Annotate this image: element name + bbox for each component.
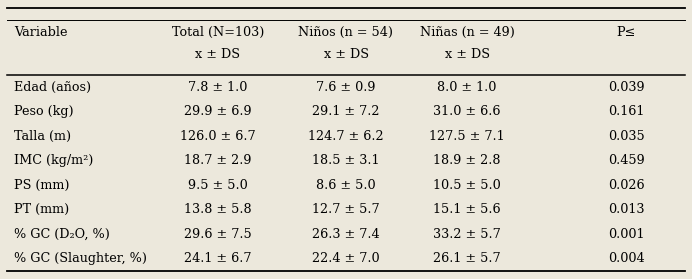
Text: 10.5 ± 5.0: 10.5 ± 5.0 <box>433 179 501 192</box>
Text: Niñas (n = 49): Niñas (n = 49) <box>419 26 515 39</box>
Text: PT (mm): PT (mm) <box>14 203 69 216</box>
Text: 26.3 ± 7.4: 26.3 ± 7.4 <box>312 227 380 240</box>
Text: Variable: Variable <box>14 26 67 39</box>
Text: 29.9 ± 6.9: 29.9 ± 6.9 <box>184 105 252 119</box>
Text: x ± DS: x ± DS <box>323 48 369 61</box>
Text: IMC (kg/m²): IMC (kg/m²) <box>14 154 93 167</box>
Text: P≤: P≤ <box>617 26 636 39</box>
Text: 0.161: 0.161 <box>608 105 644 119</box>
Text: 0.001: 0.001 <box>608 227 644 240</box>
Text: 0.039: 0.039 <box>608 81 644 94</box>
Text: 124.7 ± 6.2: 124.7 ± 6.2 <box>308 130 384 143</box>
Text: 18.9 ± 2.8: 18.9 ± 2.8 <box>433 154 501 167</box>
Text: 0.013: 0.013 <box>608 203 644 216</box>
Text: x ± DS: x ± DS <box>195 48 241 61</box>
Text: 7.8 ± 1.0: 7.8 ± 1.0 <box>188 81 248 94</box>
Text: 0.459: 0.459 <box>608 154 645 167</box>
Text: 31.0 ± 6.6: 31.0 ± 6.6 <box>433 105 501 119</box>
Text: x ± DS: x ± DS <box>444 48 490 61</box>
Text: 29.1 ± 7.2: 29.1 ± 7.2 <box>312 105 380 119</box>
Text: 18.5 ± 3.1: 18.5 ± 3.1 <box>312 154 380 167</box>
Text: 29.6 ± 7.5: 29.6 ± 7.5 <box>184 227 252 240</box>
Text: % GC (Slaughter, %): % GC (Slaughter, %) <box>14 252 147 265</box>
Text: 18.7 ± 2.9: 18.7 ± 2.9 <box>184 154 252 167</box>
Text: % GC (D₂O, %): % GC (D₂O, %) <box>14 227 110 240</box>
Text: Talla (m): Talla (m) <box>14 130 71 143</box>
Text: 15.1 ± 5.6: 15.1 ± 5.6 <box>433 203 501 216</box>
Text: 13.8 ± 5.8: 13.8 ± 5.8 <box>184 203 252 216</box>
Text: 22.4 ± 7.0: 22.4 ± 7.0 <box>312 252 380 265</box>
Text: 0.035: 0.035 <box>608 130 645 143</box>
Text: Total (N=103): Total (N=103) <box>172 26 264 39</box>
Text: 127.5 ± 7.1: 127.5 ± 7.1 <box>429 130 505 143</box>
Text: 26.1 ± 5.7: 26.1 ± 5.7 <box>433 252 501 265</box>
Text: 24.1 ± 6.7: 24.1 ± 6.7 <box>184 252 252 265</box>
Text: 7.6 ± 0.9: 7.6 ± 0.9 <box>316 81 376 94</box>
Text: PS (mm): PS (mm) <box>14 179 69 192</box>
Text: 12.7 ± 5.7: 12.7 ± 5.7 <box>312 203 380 216</box>
Text: 0.026: 0.026 <box>608 179 644 192</box>
Text: 8.0 ± 1.0: 8.0 ± 1.0 <box>437 81 497 94</box>
Text: Edad (años): Edad (años) <box>14 81 91 94</box>
Text: 9.5 ± 5.0: 9.5 ± 5.0 <box>188 179 248 192</box>
Text: 33.2 ± 5.7: 33.2 ± 5.7 <box>433 227 501 240</box>
Text: 0.004: 0.004 <box>608 252 644 265</box>
Text: 126.0 ± 6.7: 126.0 ± 6.7 <box>180 130 256 143</box>
Text: Niños (n = 54): Niños (n = 54) <box>298 26 394 39</box>
Text: 8.6 ± 5.0: 8.6 ± 5.0 <box>316 179 376 192</box>
Text: Peso (kg): Peso (kg) <box>14 105 73 119</box>
